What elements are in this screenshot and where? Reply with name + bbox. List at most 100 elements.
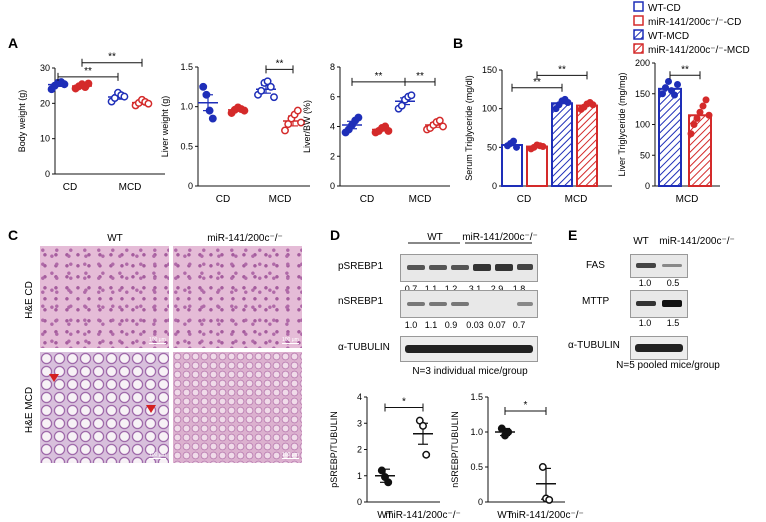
y-tick-label: 50 <box>640 150 650 160</box>
data-point <box>384 127 393 135</box>
quant-value: 0.07 <box>488 320 506 330</box>
panel-letter-c: C <box>8 227 18 243</box>
chart-serum-triglyceride: 0 50 100 150 Serum Triglyceride (mg/dl) CD MCD… <box>464 64 612 205</box>
bar <box>501 144 523 188</box>
micrograph-ko-mcd <box>173 352 302 463</box>
x-category-label: WT <box>377 510 393 521</box>
x-category-label: CD <box>63 182 77 193</box>
y-tick-label: 100 <box>635 120 650 130</box>
y-tick-label: 0 <box>492 181 497 191</box>
y-tick-label: 100 <box>482 104 497 114</box>
panelC-col-wt: WT <box>107 233 123 244</box>
x-category-label: miR-141/200c⁻/⁻ <box>385 510 461 521</box>
data-point <box>202 90 211 99</box>
data-point <box>705 111 713 119</box>
data-point <box>538 463 547 471</box>
scalebar-wt-mcd: 100 μm <box>149 452 166 459</box>
data-point <box>266 82 275 91</box>
data-point <box>397 101 406 110</box>
y-tick-label: 0 <box>478 497 483 507</box>
panel-letter-d: D <box>330 227 340 243</box>
chart-nsrebp-tubulin: 0 0.5 1.0 1.5 nSREBP/TUBULIN WTmiR-141/200c⁻/… <box>450 392 584 521</box>
quant-value: 1.1 <box>425 284 438 294</box>
blot-tubulin-e <box>630 336 688 360</box>
data-point <box>284 120 293 129</box>
legend-label-ko-cd: miR-141/200c⁻/⁻-CD <box>648 17 741 28</box>
significance-label: ** <box>558 64 566 75</box>
scalebar-ko-cd: 100 μm <box>282 337 299 344</box>
data-point <box>564 98 572 106</box>
data-point <box>513 143 520 151</box>
blot-mttp <box>630 290 688 318</box>
blotE-group-wt: WT <box>633 236 649 247</box>
y-tick-label: 0 <box>645 181 650 191</box>
significance-label: * <box>402 397 406 408</box>
legend-swatch-wt-mcd <box>633 29 644 40</box>
y-axis-label: Liver Triglyceride (mg/mg) <box>617 72 627 176</box>
data-point <box>257 86 266 95</box>
panelC-row-mcd: H&E MCD <box>24 387 35 433</box>
quant-value: 3.1 <box>469 284 482 294</box>
data-point <box>377 466 386 475</box>
y-axis-label: Liver weight (g) <box>160 96 170 158</box>
blotE-label-tubulin: α-TUBULIN <box>568 340 620 351</box>
y-axis-label: nSREBP/TUBULIN <box>450 411 460 488</box>
data-point <box>699 102 707 110</box>
y-tick-label: 1.0 <box>470 427 483 437</box>
data-point <box>696 108 704 116</box>
legend-label-wt-mcd: WT-MCD <box>648 31 689 42</box>
significance-label: ** <box>681 64 689 75</box>
legend-label-wt-cd: WT-CD <box>648 3 681 14</box>
y-tick-label: 2 <box>330 151 335 161</box>
y-tick-label: 1.0 <box>180 102 193 112</box>
bar <box>526 145 548 187</box>
data-point <box>439 122 447 131</box>
y-tick-label: 1.5 <box>470 392 483 402</box>
quant-value: 0.9 <box>445 320 458 330</box>
quant-value: 0.7 <box>513 320 526 330</box>
data-point <box>297 118 305 127</box>
data-point <box>205 106 214 115</box>
data-point <box>84 79 93 88</box>
x-category-label: CD <box>216 194 230 205</box>
y-tick-label: 10 <box>40 134 50 144</box>
x-category-label: MCD <box>565 194 588 205</box>
y-axis-label: pSREBP/TUBULIN <box>329 411 339 488</box>
quant-value: 1.1 <box>425 320 438 330</box>
data-point <box>60 80 69 89</box>
data-point <box>435 116 444 125</box>
chart-liver-weight: 0 0.5 1.0 1.5 Liver weight (g) CD MCD ** <box>160 58 310 205</box>
significance-label: ** <box>375 71 383 82</box>
blotD-quant-psrebp1: 0.7 1.1 1.2 3.1 2.9 1.8 <box>405 284 526 294</box>
blotE-note: N=5 pooled mice/group <box>616 360 720 371</box>
data-point <box>693 114 701 122</box>
data-point <box>270 93 278 102</box>
x-category-label: MCD <box>409 194 432 205</box>
x-category-label: CD <box>517 194 531 205</box>
y-tick-label: 4 <box>357 392 362 402</box>
y-tick-label: 150 <box>635 89 650 99</box>
y-tick-label: 0 <box>45 169 50 179</box>
blotE-label-fas: FAS <box>586 260 605 271</box>
data-point <box>662 84 669 92</box>
data-point <box>144 99 153 108</box>
scalebar-ko-mcd: 100 μm <box>282 452 299 459</box>
y-tick-label: 1.5 <box>180 62 193 72</box>
y-axis-label: Serum Triglyceride (mg/dl) <box>464 75 474 181</box>
legend-label-ko-mcd: miR-141/200c⁻/⁻-MCD <box>648 45 750 56</box>
significance-label: ** <box>108 52 116 63</box>
x-category-label: miR-141/200c⁻/⁻ <box>508 510 584 521</box>
y-tick-label: 8 <box>330 62 335 72</box>
y-tick-label: 200 <box>635 58 650 68</box>
y-tick-label: 6 <box>330 92 335 102</box>
blot-nsrebp1 <box>400 290 538 318</box>
data-point <box>674 81 681 89</box>
x-category-label: MCD <box>119 182 142 193</box>
data-point <box>263 77 272 86</box>
blotD-group-ko: miR-141/200c⁻/⁻ <box>462 232 538 243</box>
data-point <box>687 130 695 138</box>
data-point <box>419 421 427 430</box>
y-tick-label: 4 <box>330 122 335 132</box>
blot-psrebp1 <box>400 254 538 282</box>
